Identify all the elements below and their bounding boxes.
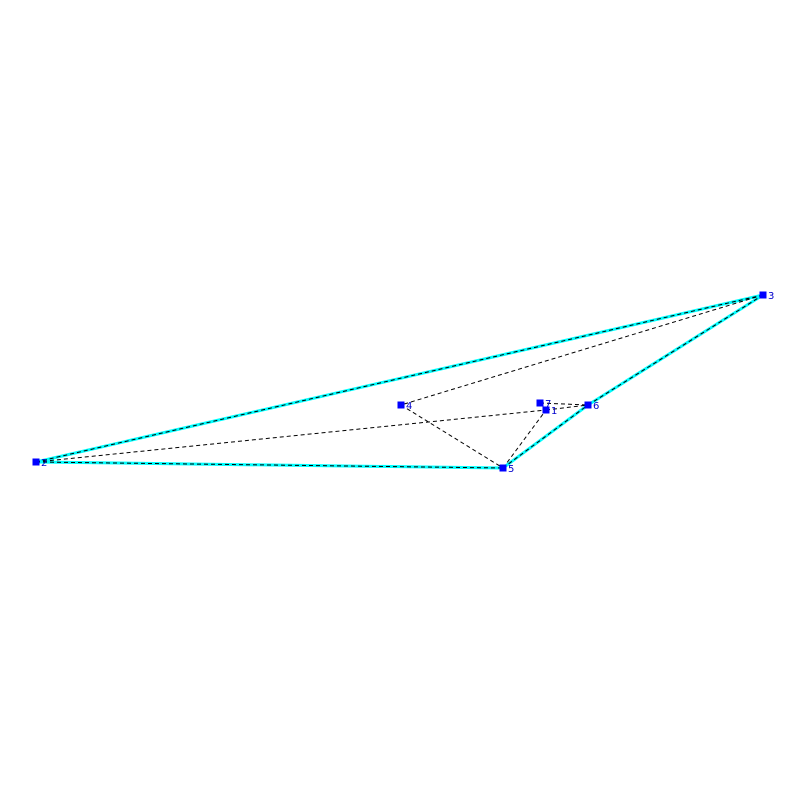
- vertex-label-7: 7: [545, 399, 551, 410]
- vertex-1: 1: [542, 406, 557, 417]
- vertex-7: 7: [536, 399, 551, 410]
- vertex-label-3: 3: [768, 291, 774, 302]
- hull-edge-3-6: [586, 293, 765, 407]
- vertex-4: 4: [397, 401, 412, 412]
- dashed-edge-1-6: [545, 404, 589, 411]
- vertex-label-4: 4: [406, 401, 412, 412]
- vertex-5: 5: [499, 464, 514, 475]
- vertex-label-1: 1: [551, 406, 557, 417]
- vertex-2: 2: [32, 458, 47, 469]
- dashed-edge-7-6: [539, 402, 589, 406]
- vertex-marker-2: [32, 458, 40, 466]
- dashed-edge-5-6: [502, 404, 589, 469]
- dashed-edge-2-1: [35, 409, 547, 463]
- dashed-edge-2-3: [35, 294, 764, 463]
- vertex-marker-5: [499, 464, 507, 472]
- dashed-edge-3-4: [400, 294, 764, 406]
- vertex-marker-3: [759, 291, 767, 299]
- dashed-edge-2-5: [35, 461, 504, 469]
- vertex-label-2: 2: [41, 458, 47, 469]
- vertex-3: 3: [759, 291, 774, 302]
- vertex-6: 6: [584, 401, 599, 412]
- dashed-edges: [35, 294, 764, 469]
- vertex-marker-4: [397, 401, 405, 409]
- vertex-marker-1: [542, 406, 550, 414]
- dashed-edge-5-1: [502, 409, 547, 469]
- vertex-label-5: 5: [508, 464, 514, 475]
- hull-edges: [34, 293, 765, 470]
- vertex-marker-6: [584, 401, 592, 409]
- vertex-marker-7: [536, 399, 544, 407]
- vertex-label-6: 6: [593, 401, 599, 412]
- vertices: 1 2 3 4 5 6 7: [32, 291, 774, 475]
- dashed-edge-4-5: [400, 404, 504, 469]
